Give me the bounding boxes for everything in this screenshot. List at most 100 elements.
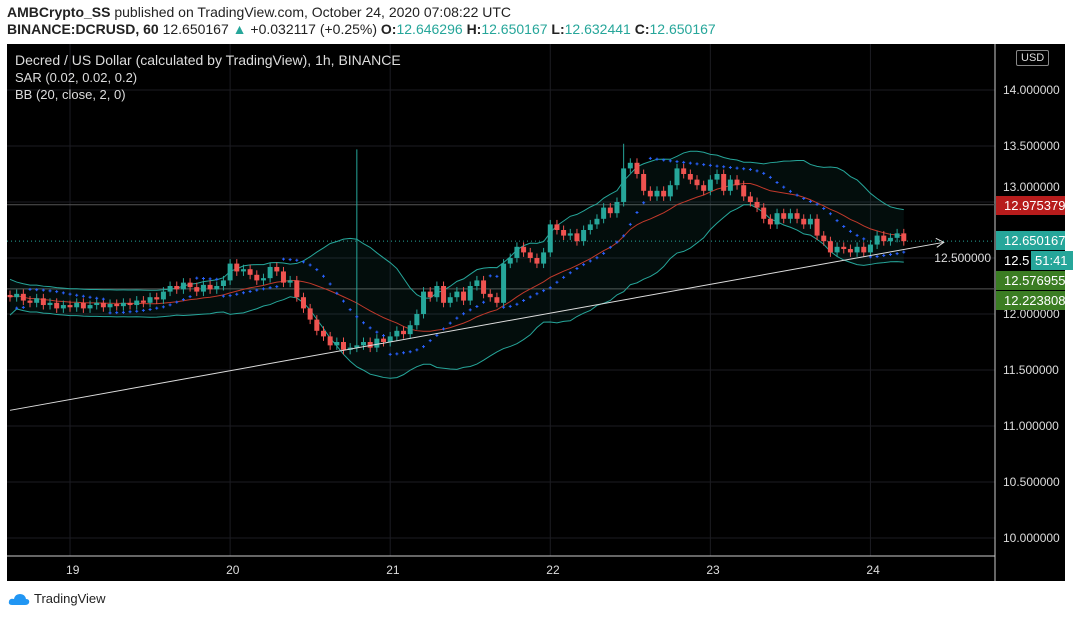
- y-tick-label: 10.000000: [1003, 531, 1060, 545]
- candle-body: [14, 293, 20, 298]
- sar-dot: [555, 280, 559, 284]
- sar-legend[interactable]: SAR (0.02, 0.02, 0.2): [15, 70, 138, 85]
- candle-body: [307, 308, 313, 320]
- candle-body: [901, 233, 907, 242]
- candle-body: [721, 174, 727, 191]
- publish-date: published on TradingView.com, October 24…: [114, 4, 512, 20]
- sar-dot: [708, 163, 712, 167]
- candle-body: [641, 174, 647, 191]
- sar-dot: [682, 160, 686, 164]
- y-tick-label: 11.000000: [1003, 419, 1059, 433]
- sar-dot: [155, 306, 159, 310]
- y-tick-label: 10.500000: [1003, 475, 1060, 489]
- open-value: 12.646296: [396, 21, 463, 37]
- candle-body: [767, 218, 773, 225]
- candle-body: [707, 179, 713, 191]
- sar-dot: [595, 256, 599, 260]
- x-tick-label: 20: [226, 563, 240, 577]
- candle-body: [581, 230, 587, 242]
- x-tick-label: 23: [706, 563, 720, 577]
- candle-body: [754, 202, 760, 208]
- candle-body: [20, 293, 26, 301]
- candle-body: [534, 258, 540, 264]
- candle-body: [621, 168, 627, 202]
- candle-body: [627, 162, 633, 169]
- sar-dot: [275, 285, 279, 289]
- arrow-icon: [935, 237, 945, 248]
- candle-body: [427, 291, 433, 298]
- cloud-icon: [8, 593, 30, 605]
- sar-dot: [695, 162, 699, 166]
- sar-dot: [15, 306, 19, 310]
- sar-dot: [255, 288, 259, 292]
- high-label: H:: [466, 21, 482, 37]
- candle-body: [320, 330, 326, 337]
- candle-body: [634, 162, 640, 174]
- sar-dot: [722, 165, 726, 169]
- sar-dot: [862, 237, 866, 241]
- candle-body: [801, 218, 807, 225]
- sar-dot: [522, 298, 526, 302]
- bb-legend[interactable]: BB (20, close, 2, 0): [15, 87, 126, 102]
- candle-body: [147, 297, 153, 303]
- publisher[interactable]: AMBCrypto_SS: [7, 4, 111, 20]
- candle-body: [227, 263, 233, 281]
- sar-dot: [68, 292, 72, 296]
- sar-dot: [121, 310, 125, 314]
- sar-dot: [508, 304, 512, 308]
- candle-body: [674, 168, 680, 186]
- candle-body: [74, 302, 80, 308]
- currency-button[interactable]: USD: [1016, 50, 1050, 66]
- chart-area[interactable]: 14.000000 13.500000 13.000000 12.500000 12.0…: [7, 44, 1065, 581]
- sar-dot: [161, 305, 165, 309]
- candle-body: [761, 207, 767, 219]
- sar-dot: [775, 181, 779, 185]
- candle-body: [280, 271, 286, 283]
- candle-body: [774, 213, 780, 225]
- sar-dot: [562, 275, 566, 279]
- close-label: C:: [634, 21, 650, 37]
- candle-body: [7, 294, 13, 298]
- candle-body: [814, 218, 820, 236]
- candle-body: [314, 319, 320, 331]
- candle-body: [220, 280, 226, 286]
- bb-fill: [10, 151, 904, 379]
- sar-dot: [101, 297, 105, 301]
- candle-body: [554, 224, 560, 230]
- candle-body: [741, 185, 747, 197]
- candle-body: [527, 252, 533, 258]
- price-chart[interactable]: 14.000000 13.500000 13.000000 12.500000 12.0…: [7, 44, 1065, 581]
- trend-line: [9, 241, 944, 411]
- candle-body: [334, 342, 340, 346]
- price-change: +0.032117 (+0.25%): [250, 21, 378, 37]
- candle-body: [661, 190, 667, 197]
- sar-dot: [188, 295, 192, 299]
- sar-dot: [201, 277, 205, 281]
- sar-dot: [855, 233, 859, 237]
- sar-dot: [662, 158, 666, 162]
- sar-dot: [648, 156, 652, 160]
- candle-body: [287, 280, 293, 283]
- high-value: 12.650167: [481, 21, 548, 37]
- candle-body: [881, 235, 887, 242]
- candle-body: [467, 286, 473, 301]
- candle-body: [514, 246, 520, 258]
- sar-dot: [802, 196, 806, 200]
- candle-body: [207, 284, 213, 290]
- sar-dot: [588, 259, 592, 263]
- candle-body: [847, 249, 853, 253]
- candle-body: [367, 342, 373, 348]
- sar-dot: [515, 302, 519, 306]
- candle-body: [587, 224, 593, 230]
- candle-body: [667, 185, 673, 197]
- sar-dot: [95, 296, 99, 300]
- sar-dot: [181, 298, 185, 302]
- y-tick-label: 14.000000: [1003, 83, 1060, 97]
- tradingview-logo[interactable]: TradingView: [8, 591, 106, 606]
- sar-dot: [655, 157, 659, 161]
- sar-dot: [368, 326, 372, 330]
- sar-dot: [835, 219, 839, 223]
- candle-body: [260, 278, 266, 281]
- candle-body: [574, 233, 580, 242]
- sar-dot: [815, 202, 819, 206]
